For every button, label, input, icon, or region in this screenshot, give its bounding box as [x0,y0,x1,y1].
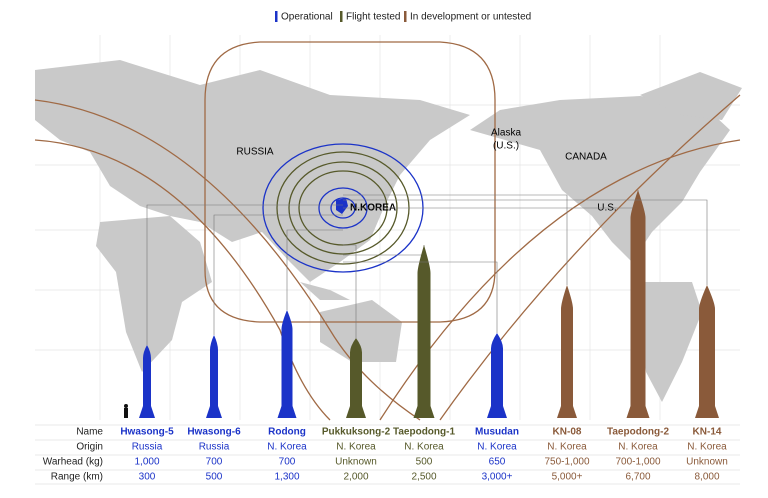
leader-line [343,194,568,285]
cell-warhead: 650 [489,457,506,468]
cell-name: KN-08 [553,427,582,438]
legend-swatch [275,11,278,22]
cell-name: Hwasong-5 [120,427,174,438]
row-label: Range (km) [51,472,103,483]
leader-line [343,261,498,333]
leader-line [343,244,357,338]
cell-name: Musudan [475,427,519,438]
cell-warhead: 750-1,000 [544,457,589,468]
leader-line [343,199,708,285]
leader-line [286,229,343,310]
label-canada: CANADA [565,152,607,163]
cell-range: 1,300 [274,472,299,483]
cell-range: 8,000 [694,472,719,483]
cell-range: 5,000+ [552,472,583,483]
cell-range: 500 [206,472,223,483]
missile [557,285,577,418]
cell-name: KN-14 [693,427,722,438]
cell-origin: N. Korea [547,442,587,453]
legend-swatch [340,11,343,22]
cell-range: 2,000 [343,472,368,483]
cell-name: Taepodong-1 [393,427,455,438]
north-korea-shape [336,198,348,214]
missile [413,245,435,418]
row-label: Warhead (kg) [43,457,103,468]
cell-origin: N. Korea [404,442,444,453]
cell-name: Hwasong-6 [187,427,241,438]
cell-name: Rodong [268,427,306,438]
leader-line [213,214,343,335]
label-russia: RUSSIA [236,147,274,158]
row-label: Origin [76,442,103,453]
missile [346,338,366,418]
missile [695,285,719,418]
cell-name: Pukkuksong-2 [322,427,391,438]
cell-origin: N. Korea [477,442,517,453]
missile [139,345,155,418]
cell-range: 300 [139,472,156,483]
cell-range: 6,700 [625,472,650,483]
label-alaska: (U.S.) [493,141,519,152]
cell-origin: N. Korea [336,442,376,453]
cell-origin: N. Korea [687,442,727,453]
cell-warhead: 700 [279,457,296,468]
person-scale [124,404,128,418]
leader-line [146,204,343,345]
cell-warhead: Unknown [686,457,728,468]
legend-swatch [404,11,407,22]
cell-origin: Russia [199,442,230,453]
missile [206,335,222,418]
legend-label: Flight tested [346,12,400,23]
missile [487,333,507,418]
legend-label: Operational [281,12,333,23]
cell-warhead: Unknown [335,457,377,468]
cell-origin: N. Korea [267,442,307,453]
cell-range: 3,000+ [482,472,513,483]
missile [277,310,297,418]
cell-origin: Russia [132,442,163,453]
missile [626,190,650,418]
row-label: Name [76,427,103,438]
cell-range: 2,500 [411,472,436,483]
cell-warhead: 700-1,000 [615,457,660,468]
legend-label: In development or untested [410,12,531,23]
cell-name: Taepodong-2 [607,427,669,438]
cell-origin: N. Korea [618,442,658,453]
cell-warhead: 700 [206,457,223,468]
cell-warhead: 500 [416,457,433,468]
label-alaska: Alaska [491,128,521,139]
cell-warhead: 1,000 [134,457,159,468]
